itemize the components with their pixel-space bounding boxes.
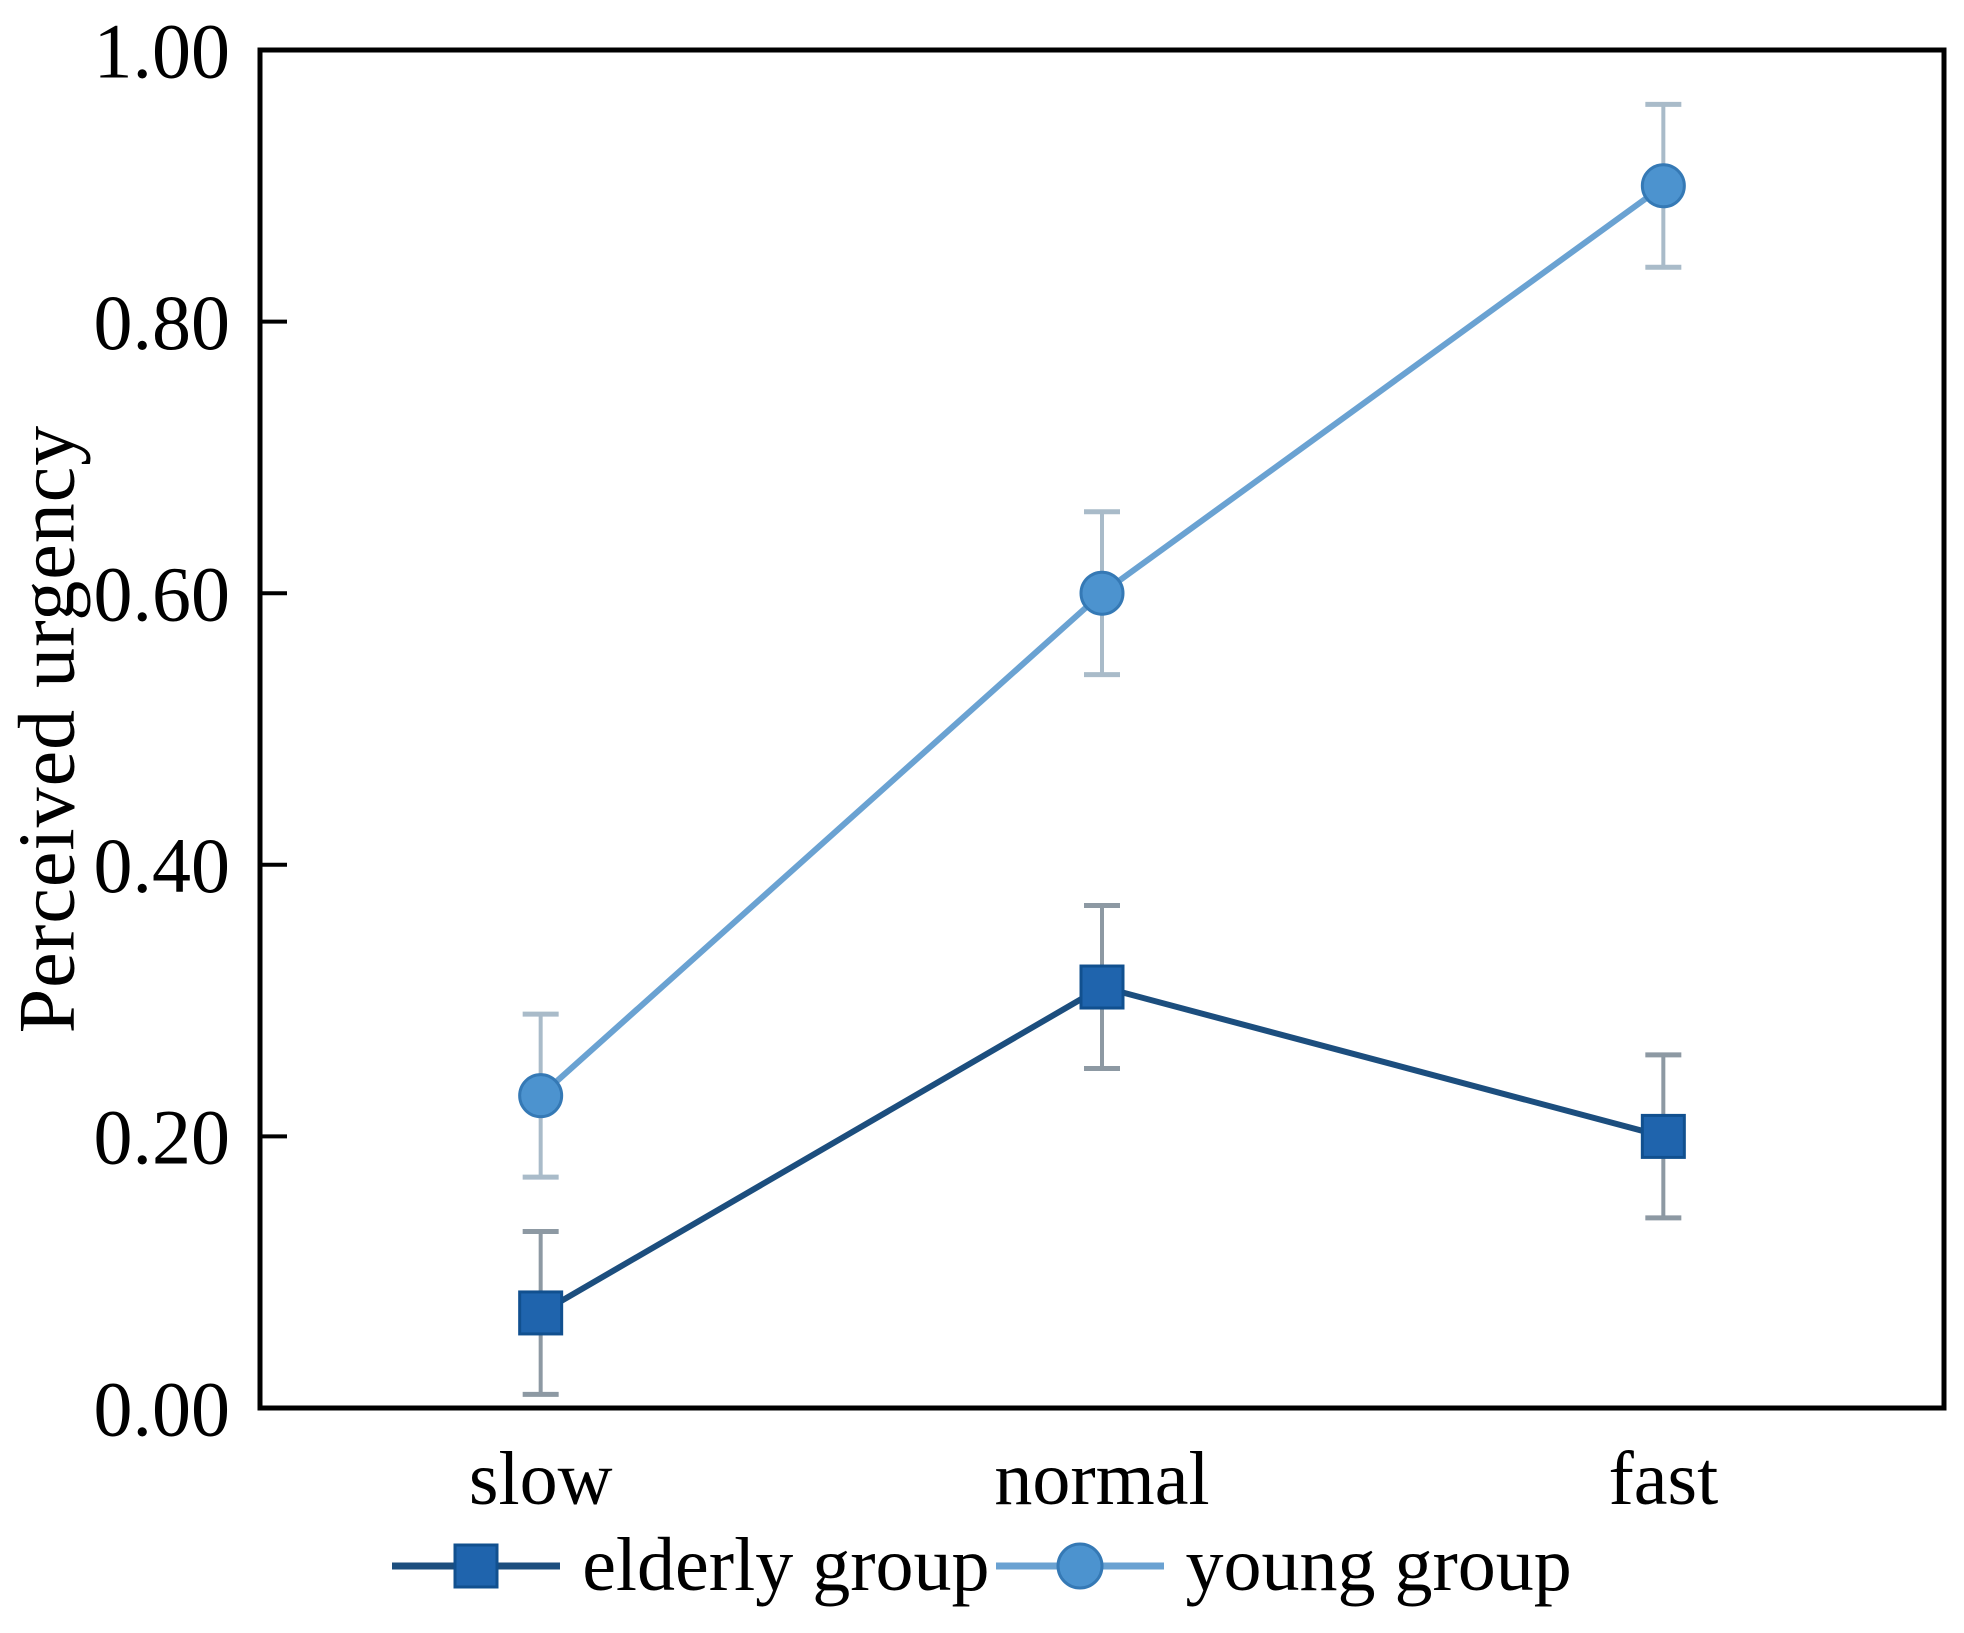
series-young-group <box>518 101 1686 1180</box>
legend-square-elderly <box>453 1543 499 1588</box>
y-tick-label: 0.00 <box>94 1365 231 1452</box>
y-tick-label: 0.20 <box>94 1094 231 1181</box>
legend-label-elderly: elderly group <box>582 1523 990 1607</box>
young-group-point-slow <box>518 1073 564 1119</box>
legend-circle-young <box>1056 1542 1103 1589</box>
y-tick-label: 1.00 <box>94 7 231 94</box>
legend-label-young: young group <box>1185 1523 1572 1607</box>
x-category-label: fast <box>1608 1437 1718 1521</box>
x-category-label: normal <box>994 1437 1209 1521</box>
axis-box <box>257 47 1947 1411</box>
y-tick-label: 0.80 <box>94 279 231 366</box>
young-group-point-fast <box>1640 163 1686 209</box>
elderly-group-point-slow <box>518 1290 564 1336</box>
y-tick-label: 0.40 <box>94 822 231 909</box>
series-elderly-group <box>518 903 1686 1397</box>
x-category-label: slow <box>469 1437 613 1521</box>
legend: elderly group young group <box>0 1522 1964 1609</box>
legend-item-elderly: elderly group <box>392 1522 990 1609</box>
elderly-square-marker-icon <box>392 1543 561 1588</box>
elderly-group-point-normal <box>1079 964 1125 1010</box>
elderly-group-point-fast <box>1640 1113 1686 1159</box>
young-circle-marker-icon <box>995 1542 1164 1589</box>
y-tick-label: 0.60 <box>94 551 231 638</box>
young-group-point-normal <box>1079 570 1125 616</box>
legend-item-young: young group <box>995 1522 1572 1609</box>
